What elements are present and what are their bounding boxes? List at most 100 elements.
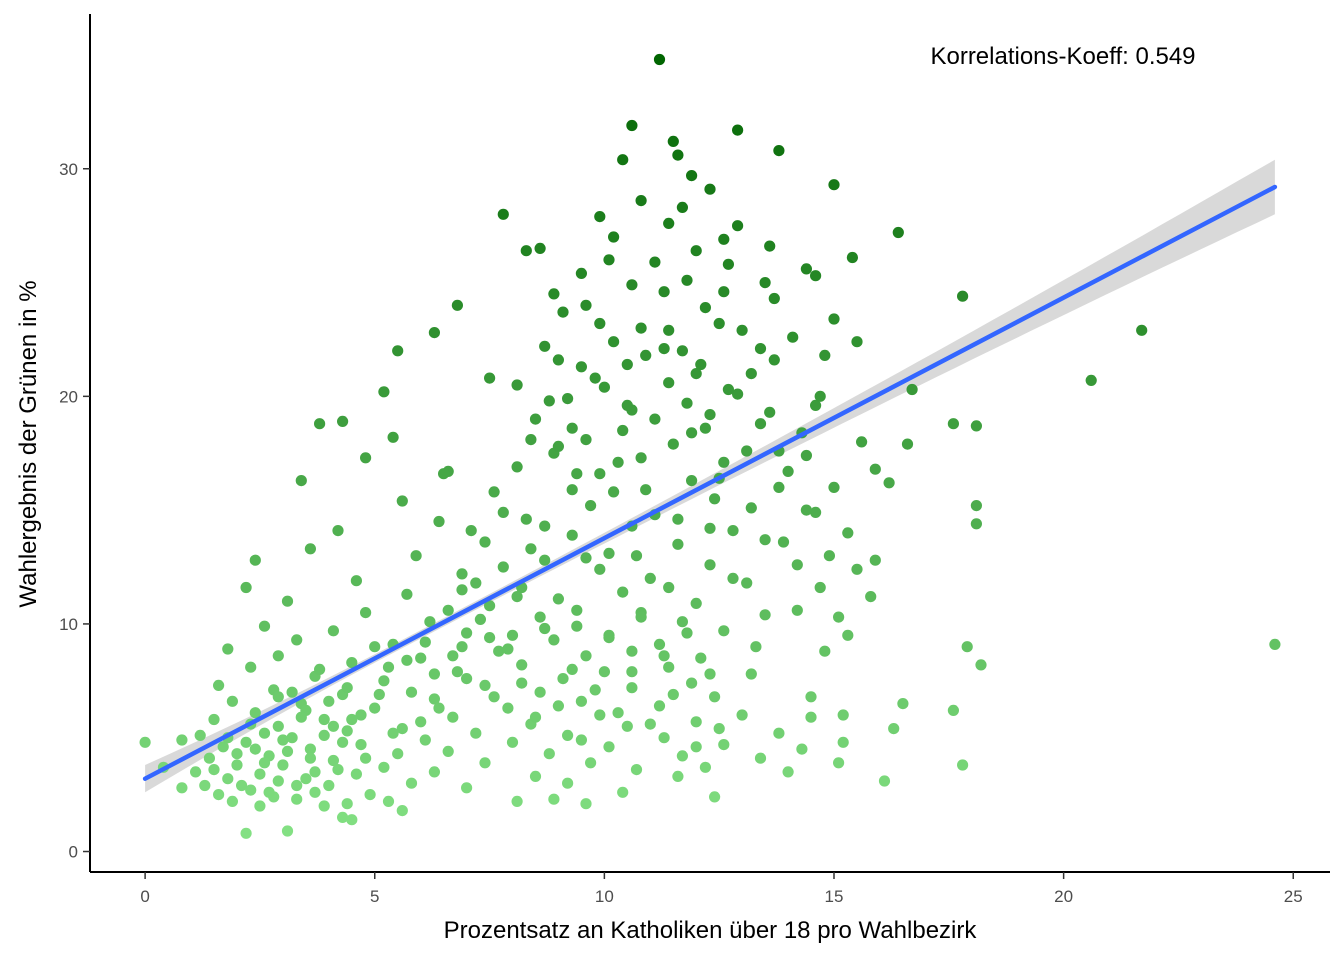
data-point [626,682,638,694]
data-point [511,379,523,391]
data-point [663,661,675,673]
data-point [621,399,633,411]
data-point [419,636,431,648]
y-tick-label: 20 [59,387,78,406]
data-point [663,377,675,389]
data-point [332,764,344,776]
data-point [594,317,606,330]
data-point [736,324,748,336]
data-point [663,324,675,336]
data-point [846,251,859,264]
data-point [598,666,611,678]
data-point [309,766,321,778]
data-point [461,673,473,685]
data-point [851,336,863,348]
data-point [360,452,372,464]
data-point [947,704,960,717]
data-point [552,700,565,712]
data-point [415,716,427,728]
data-point [520,513,532,525]
y-tick-label: 0 [69,843,78,862]
data-point [828,313,840,325]
data-point [263,786,275,798]
data-point [291,634,303,646]
data-point [470,577,482,589]
data-point [947,418,960,430]
data-point [428,766,440,778]
data-point [213,679,225,692]
data-point [497,208,509,220]
data-point [479,757,491,769]
data-point [401,588,413,600]
data-point [695,652,707,664]
data-point [438,468,450,480]
data-point [562,777,574,789]
data-point [337,811,349,824]
data-point [566,529,578,541]
data-point [617,786,629,798]
data-point [387,727,399,739]
data-point [594,468,606,480]
data-point [768,354,780,366]
data-point [594,563,606,575]
data-point [488,486,500,498]
data-point [782,465,794,477]
data-point [484,372,496,384]
data-point [745,668,757,680]
data-point [373,688,385,701]
data-point [346,713,358,726]
data-point [378,675,390,687]
data-point [341,798,353,810]
data-point [281,825,294,837]
data-point [759,277,771,289]
data-point [686,475,698,487]
data-point [461,782,473,794]
data-point [585,500,597,512]
data-point [764,406,776,418]
data-point [686,677,698,689]
data-point [608,231,620,243]
data-point [272,720,284,732]
data-point [566,422,578,434]
data-point [488,691,500,703]
data-point [327,720,339,732]
data-point [676,750,689,762]
data-point [686,170,698,182]
data-point [681,627,693,639]
data-point [957,290,969,302]
data-point [355,739,367,751]
data-point [676,201,689,213]
data-point [433,702,445,714]
data-point [502,643,514,655]
confidence-band-area [145,159,1275,793]
data-point [791,604,803,616]
data-point [796,743,808,755]
data-point [304,743,316,755]
data-point [479,679,491,692]
data-point [810,270,822,282]
data-point [575,267,588,279]
data-point [222,643,234,655]
data-point [653,53,666,66]
data-point [139,736,151,748]
x-tick-label: 20 [1054,887,1073,906]
data-point [428,693,440,705]
data-point [291,779,303,792]
data-point [608,336,620,348]
data-point [562,393,574,405]
data-point [236,779,248,792]
data-point [589,684,601,696]
data-point [842,629,854,641]
data-point [456,568,468,580]
data-point [327,625,339,637]
data-point [401,654,413,666]
data-point [410,550,422,562]
data-point [497,506,509,518]
data-point [520,245,532,257]
data-point [327,754,339,767]
data-point [314,418,326,430]
data-point [718,456,730,468]
data-point [506,629,519,641]
data-point [709,791,721,803]
data-point [663,217,675,229]
